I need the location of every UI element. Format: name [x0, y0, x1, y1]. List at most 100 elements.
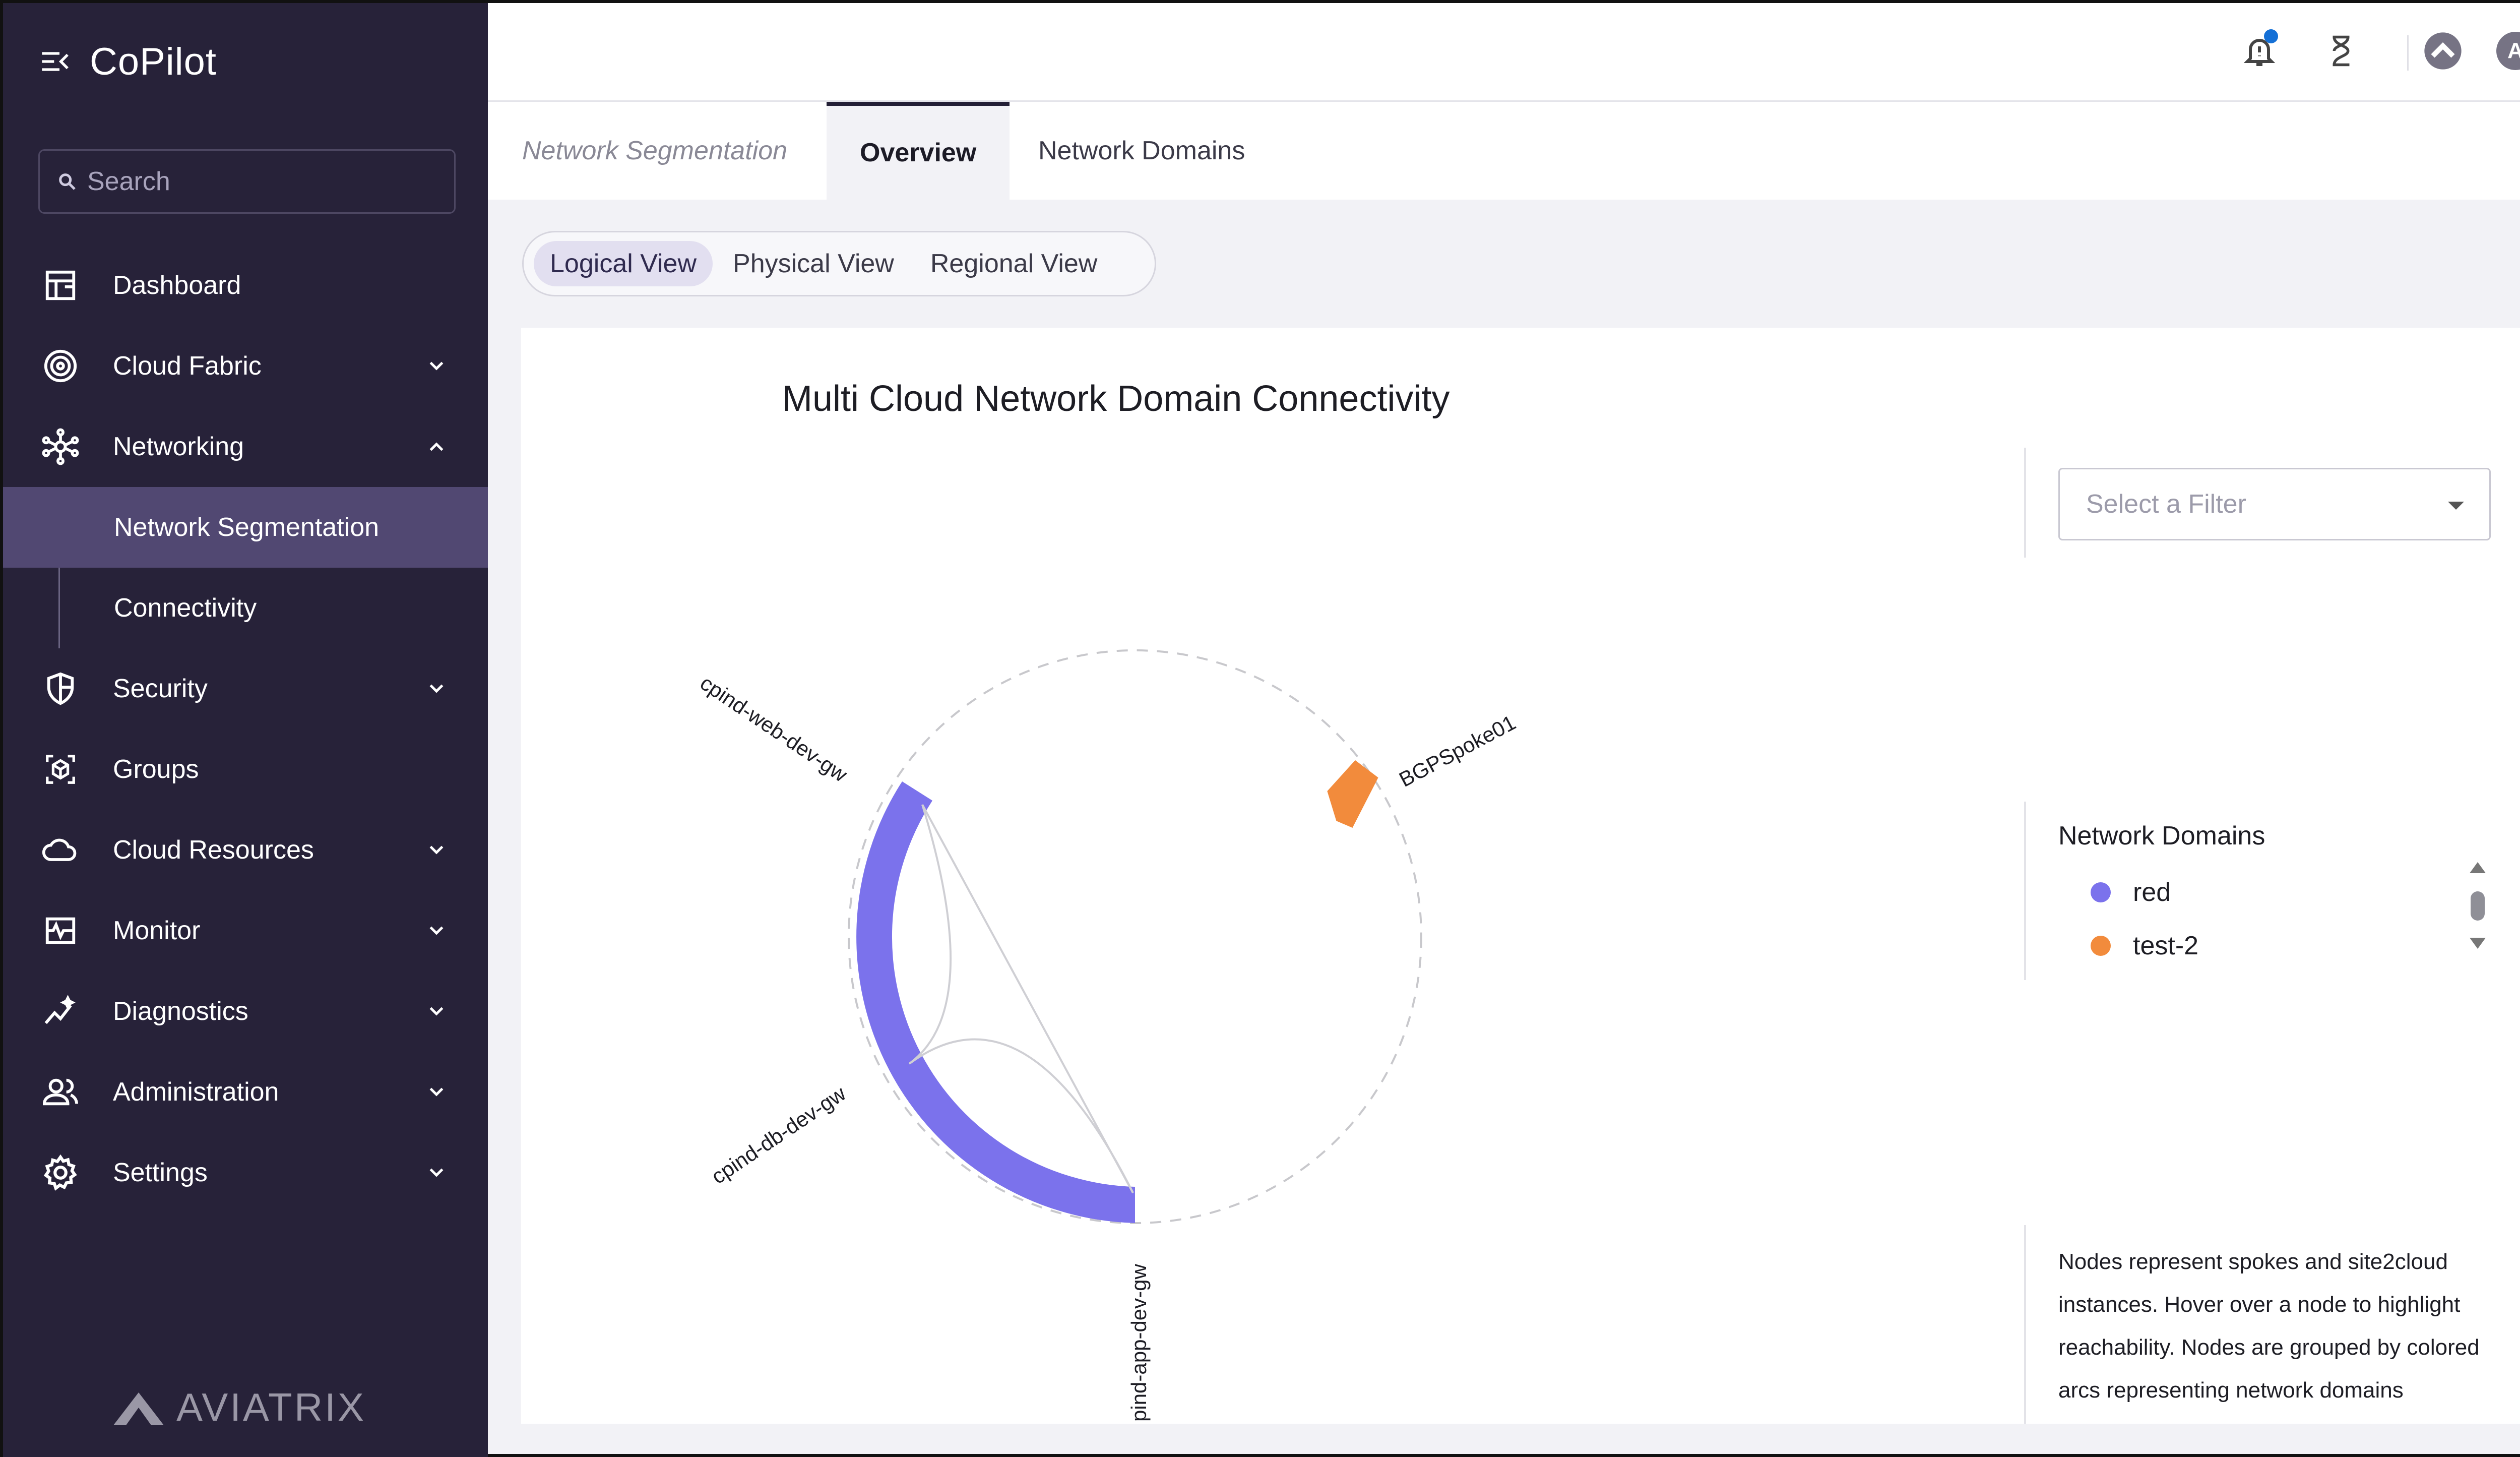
submenu-line [58, 487, 60, 648]
aviatrix-mark-icon [113, 1392, 164, 1425]
node-label-cpind-web-dev-gw: cpind-web-dev-gw [696, 671, 852, 786]
dashboard-icon [39, 264, 82, 307]
sidebar-nav: Dashboard Cloud Fabric Networking Netw [3, 245, 488, 1213]
legend-title: Network Domains [2058, 821, 2265, 851]
sidebar-item-monitor[interactable]: Monitor [3, 890, 488, 971]
legend-label: test-2 [2133, 931, 2199, 960]
app-title: CoPilot [90, 40, 217, 83]
search-input[interactable] [87, 166, 440, 197]
networking-submenu: Network Segmentation Connectivity [3, 487, 488, 648]
sidebar-item-groups[interactable]: Groups [3, 729, 488, 810]
legend-dot [2091, 882, 2111, 902]
legend-scrollbar[interactable] [2468, 860, 2488, 951]
sidebar-item-label: Dashboard [113, 271, 241, 300]
legend-item-red[interactable]: red [2091, 877, 2171, 907]
link-web-app [921, 804, 1134, 1193]
sidebar-item-label: Network Segmentation [114, 513, 380, 542]
regional-view-button[interactable]: Regional View [930, 249, 1098, 278]
sidebar-item-label: Connectivity [114, 593, 257, 623]
sidebar-item-label: Diagnostics [113, 997, 248, 1026]
chevron-down-icon [429, 1087, 444, 1097]
brand: CoPilot [39, 36, 217, 87]
groups-icon [39, 748, 82, 791]
shield-icon [39, 667, 82, 710]
bell-icon [2243, 39, 2276, 66]
hourglass-icon [2333, 35, 2350, 67]
avatar: A [2496, 32, 2520, 70]
chevron-up-circle-icon [2424, 32, 2462, 70]
legend-label: red [2133, 878, 2171, 907]
sidebar-item-settings[interactable]: Settings [3, 1132, 488, 1213]
chevron-down-icon [429, 361, 444, 371]
panel-divider [2024, 1225, 2026, 1424]
brand-logo-text: AVIATRIX [176, 1385, 366, 1429]
sidebar-item-security[interactable]: Security [3, 648, 488, 729]
chevron-down-icon [429, 845, 444, 855]
sidebar-item-networking[interactable]: Networking [3, 406, 488, 487]
chart-title: Multi Cloud Network Domain Connectivity [782, 379, 1450, 419]
sidebar-item-administration[interactable]: Administration [3, 1052, 488, 1132]
menu-collapse-icon[interactable] [39, 45, 72, 78]
connectivity-card: Multi Cloud Network Domain Connectivity … [521, 328, 2520, 1424]
sidebar-item-diagnostics[interactable]: Diagnostics [3, 971, 488, 1052]
node-arc-bgpspoke01[interactable] [1321, 756, 1380, 830]
legend-dot [2091, 936, 2111, 956]
node-label-pind-app-dev-gw: pind-app-dev-gw [1127, 1263, 1151, 1422]
topbar: A [488, 3, 2520, 102]
tasks-button[interactable] [2318, 28, 2364, 74]
diagnostics-icon [39, 990, 82, 1033]
legend-item-test-2[interactable]: test-2 [2091, 931, 2198, 961]
networking-icon [39, 426, 82, 468]
domain-ring [848, 649, 1422, 1224]
sidebar-item-cloud-resources[interactable]: Cloud Resources [3, 810, 488, 890]
aviatrix-logo: AVIATRIX [111, 1384, 366, 1430]
panel-divider [2024, 802, 2026, 980]
sidebar-item-dashboard[interactable]: Dashboard [3, 245, 488, 326]
notification-dot [2264, 29, 2278, 43]
filter-placeholder: Select a Filter [2086, 490, 2246, 519]
chevron-up-icon [429, 442, 444, 451]
panel-divider [2024, 448, 2026, 558]
chevron-down-icon [429, 1168, 444, 1177]
filter-select[interactable]: Select a Filter [2058, 468, 2491, 540]
sidebar-item-cloud-fabric[interactable]: Cloud Fabric [3, 326, 488, 406]
sidebar-item-label: Security [113, 674, 208, 703]
chevron-down-icon [429, 926, 444, 935]
node-label-bgpspoke01: BGPSpoke01 [1395, 710, 1520, 792]
sidebar-item-label: Groups [113, 755, 199, 784]
chevron-down-icon [429, 684, 444, 693]
sidebar-item-network-segmentation[interactable]: Network Segmentation [3, 487, 488, 568]
notifications-button[interactable] [2237, 28, 2282, 74]
search-box[interactable] [38, 149, 456, 214]
view-switch: Logical View Physical View Regional View [522, 231, 1156, 296]
tab-overview[interactable]: Overview [827, 102, 1010, 200]
search-icon [59, 173, 76, 190]
sidebar-item-label: Administration [113, 1077, 279, 1107]
sidebar-item-label: Monitor [113, 916, 201, 945]
chart-description: Nodes represent spokes and site2cloud in… [2058, 1249, 2480, 1403]
topbar-divider [2407, 35, 2409, 71]
physical-view-button[interactable]: Physical View [733, 249, 894, 278]
sidebar-item-label: Cloud Resources [113, 835, 314, 865]
node-arc-red[interactable] [856, 781, 1135, 1223]
gear-icon [39, 1151, 82, 1194]
caret-down-icon [2448, 502, 2464, 510]
monitor-icon [39, 909, 82, 952]
logical-view-button[interactable]: Logical View [534, 241, 713, 286]
tab-network-domains[interactable]: Network Domains [1038, 136, 1245, 165]
link-web-db [908, 804, 952, 1065]
link-db-app [908, 1038, 1134, 1193]
user-avatar-button[interactable]: A [2493, 28, 2520, 74]
node-label-cpind-db-dev-gw: cpind-db-dev-gw [707, 1081, 850, 1188]
cloud-fabric-icon [39, 345, 82, 387]
sidebar-item-connectivity[interactable]: Connectivity [3, 568, 488, 648]
upgrade-button[interactable] [2420, 28, 2466, 74]
page-tabs: Network Segmentation Overview Network Do… [488, 102, 2520, 200]
chevron-down-icon [429, 1007, 444, 1016]
sidebar-item-label: Cloud Fabric [113, 351, 262, 381]
breadcrumb[interactable]: Network Segmentation [522, 136, 788, 165]
users-icon [39, 1071, 82, 1113]
sidebar-item-label: Networking [113, 432, 244, 461]
cloud-icon [39, 829, 82, 871]
